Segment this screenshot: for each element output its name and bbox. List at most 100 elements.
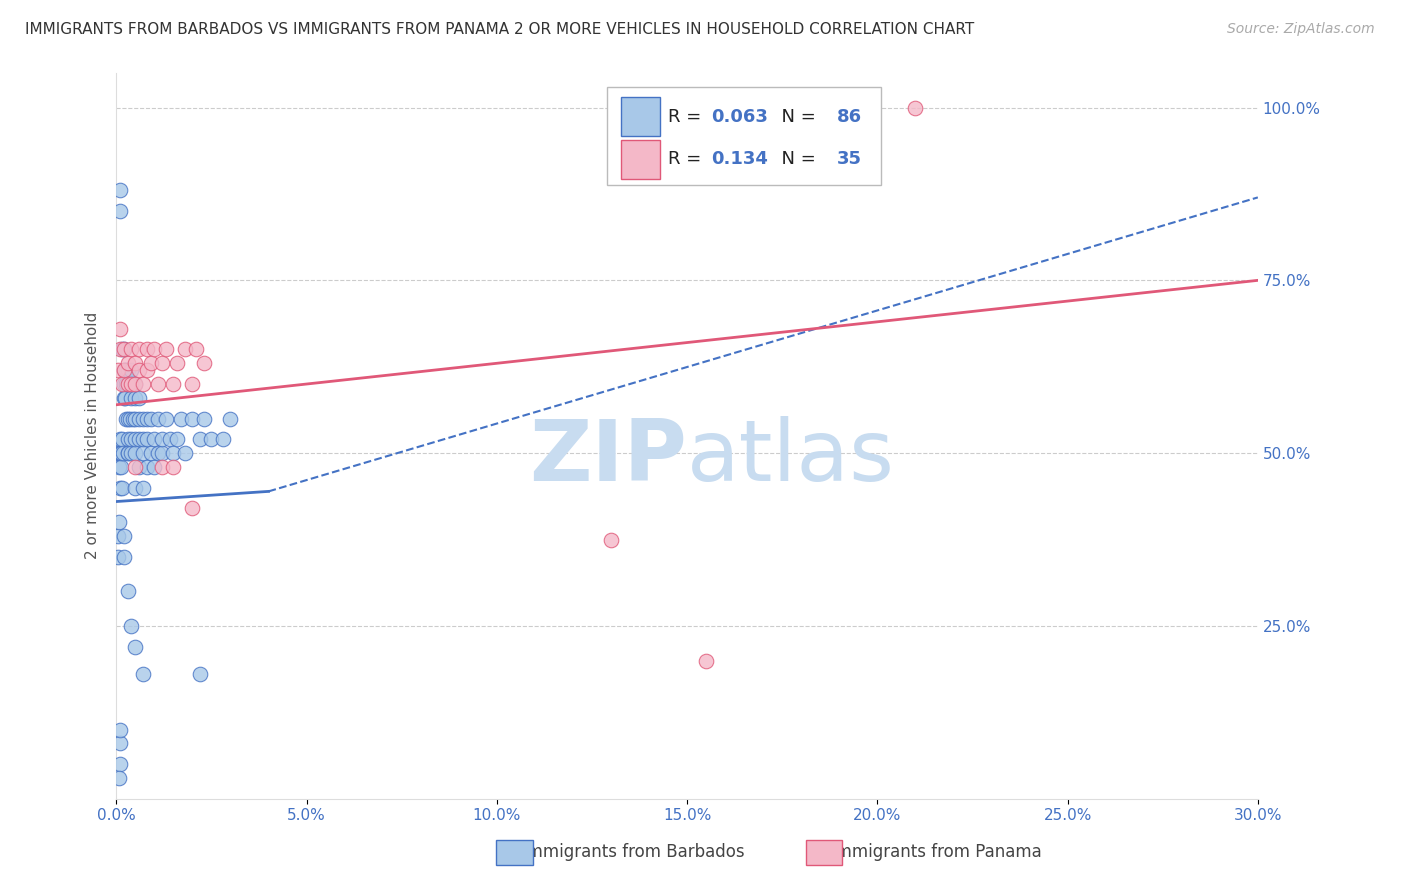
Point xyxy=(200,433,222,447)
Point xyxy=(155,411,177,425)
Point xyxy=(143,433,166,447)
Text: ZIP: ZIP xyxy=(529,417,688,500)
Point xyxy=(112,363,135,377)
Point xyxy=(117,446,139,460)
Point xyxy=(150,433,173,447)
Point xyxy=(132,377,155,392)
FancyBboxPatch shape xyxy=(607,87,882,186)
Point xyxy=(121,363,143,377)
Point xyxy=(121,391,143,405)
Point xyxy=(108,460,131,475)
Text: 0.063: 0.063 xyxy=(711,108,768,126)
Point xyxy=(155,343,177,357)
Point xyxy=(108,516,131,530)
Point xyxy=(132,481,155,495)
Point xyxy=(117,377,139,392)
Point xyxy=(114,377,136,392)
Point xyxy=(181,501,204,516)
Point xyxy=(188,667,211,681)
Text: Immigrants from Panama: Immigrants from Panama xyxy=(815,843,1042,861)
Point xyxy=(108,446,131,460)
Point xyxy=(146,377,169,392)
Text: Immigrants from Barbados: Immigrants from Barbados xyxy=(506,843,745,861)
Text: 86: 86 xyxy=(837,108,862,126)
Text: R =: R = xyxy=(668,108,707,126)
Point xyxy=(112,377,135,392)
Point xyxy=(159,433,181,447)
Point xyxy=(135,363,157,377)
Point xyxy=(128,363,150,377)
Point xyxy=(117,446,139,460)
Point xyxy=(128,411,150,425)
Point xyxy=(181,377,204,392)
Point xyxy=(181,411,204,425)
Point xyxy=(114,411,136,425)
Point xyxy=(108,184,131,198)
Y-axis label: 2 or more Vehicles in Household: 2 or more Vehicles in Household xyxy=(86,312,100,559)
Point xyxy=(193,356,215,370)
Point xyxy=(117,356,139,370)
Point xyxy=(122,411,145,425)
Text: IMMIGRANTS FROM BARBADOS VS IMMIGRANTS FROM PANAMA 2 OR MORE VEHICLES IN HOUSEHO: IMMIGRANTS FROM BARBADOS VS IMMIGRANTS F… xyxy=(25,22,974,37)
Point xyxy=(139,356,162,370)
Point xyxy=(188,433,211,447)
Point xyxy=(108,757,131,772)
Point xyxy=(124,640,146,654)
Point xyxy=(117,363,139,377)
Point xyxy=(112,363,135,377)
Point xyxy=(114,363,136,377)
Point xyxy=(112,529,135,543)
Point xyxy=(132,446,155,460)
Point xyxy=(139,411,162,425)
Point xyxy=(162,446,184,460)
Text: Source: ZipAtlas.com: Source: ZipAtlas.com xyxy=(1227,22,1375,37)
Point xyxy=(121,433,143,447)
Point xyxy=(128,433,150,447)
Point xyxy=(128,460,150,475)
Point xyxy=(124,377,146,392)
Point xyxy=(121,446,143,460)
Point xyxy=(117,377,139,392)
Point xyxy=(124,356,146,370)
Point xyxy=(117,411,139,425)
Point xyxy=(135,411,157,425)
Point xyxy=(128,343,150,357)
Point xyxy=(146,446,169,460)
Point xyxy=(135,433,157,447)
Point xyxy=(124,481,146,495)
Point xyxy=(143,460,166,475)
Point xyxy=(121,377,143,392)
Point xyxy=(110,446,132,460)
Point xyxy=(121,619,143,633)
Point xyxy=(112,446,135,460)
Point xyxy=(143,343,166,357)
FancyBboxPatch shape xyxy=(621,139,659,178)
Point xyxy=(124,411,146,425)
Point xyxy=(111,377,134,392)
Point xyxy=(124,433,146,447)
Point xyxy=(150,356,173,370)
FancyBboxPatch shape xyxy=(621,97,659,136)
Point xyxy=(108,771,131,785)
Point xyxy=(193,411,215,425)
Point xyxy=(600,533,623,547)
Point xyxy=(132,433,155,447)
Point xyxy=(108,204,131,219)
Point xyxy=(108,736,131,750)
Point xyxy=(112,343,135,357)
Point xyxy=(107,549,129,564)
Point xyxy=(150,446,173,460)
Point xyxy=(111,481,134,495)
Point xyxy=(904,101,927,115)
Point xyxy=(111,343,134,357)
Point xyxy=(211,433,233,447)
Point xyxy=(166,356,188,370)
Point xyxy=(170,411,193,425)
Point xyxy=(121,377,143,392)
Point xyxy=(146,411,169,425)
Point xyxy=(111,433,134,447)
Text: 0.134: 0.134 xyxy=(711,150,768,169)
Point xyxy=(135,343,157,357)
Point xyxy=(118,411,141,425)
Point xyxy=(139,446,162,460)
